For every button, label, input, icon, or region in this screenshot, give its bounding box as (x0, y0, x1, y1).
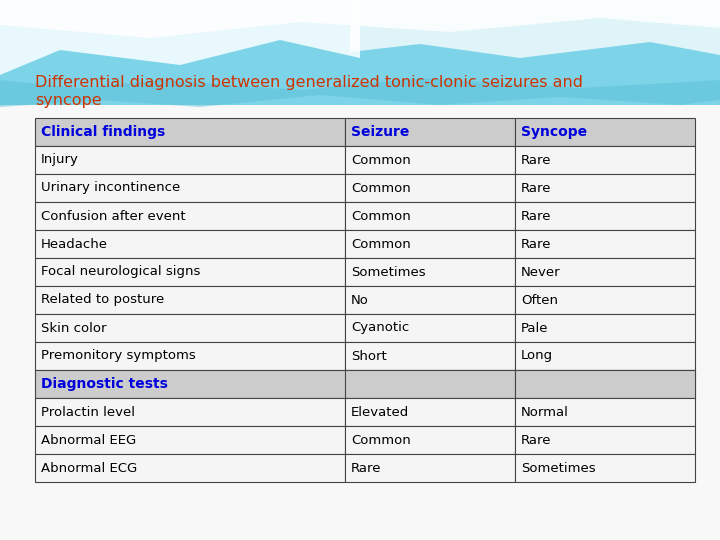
Bar (345, 230, 515, 258)
Text: Rare: Rare (521, 153, 552, 166)
Text: Short: Short (351, 349, 387, 362)
Bar (35, 258, 345, 286)
Text: Common: Common (351, 181, 410, 194)
Bar (515, 146, 695, 174)
Bar (515, 118, 695, 146)
Text: Injury: Injury (41, 153, 79, 166)
Text: Often: Often (521, 294, 558, 307)
Text: Clinical findings: Clinical findings (41, 125, 166, 139)
Bar (515, 202, 695, 230)
Text: Abnormal ECG: Abnormal ECG (41, 462, 138, 475)
Text: Focal neurological signs: Focal neurological signs (41, 266, 200, 279)
Text: Rare: Rare (521, 434, 552, 447)
Text: Long: Long (521, 349, 553, 362)
Text: Normal: Normal (521, 406, 569, 419)
Text: Common: Common (351, 210, 410, 222)
Bar (515, 314, 695, 342)
Text: Rare: Rare (351, 462, 382, 475)
Text: Rare: Rare (521, 181, 552, 194)
Bar (515, 286, 695, 314)
Polygon shape (0, 78, 720, 107)
Bar (0, 105, 720, 540)
Bar (345, 146, 515, 174)
Bar (35, 202, 345, 230)
Bar (35, 370, 695, 398)
Text: Skin color: Skin color (41, 321, 107, 334)
Bar (345, 286, 515, 314)
Text: Diagnostic tests: Diagnostic tests (41, 377, 168, 391)
Bar (345, 258, 515, 286)
Text: Headache: Headache (41, 238, 108, 251)
Text: Never: Never (521, 266, 561, 279)
Text: Cyanotic: Cyanotic (351, 321, 409, 334)
Bar (35, 286, 345, 314)
Text: Syncope: Syncope (521, 125, 587, 139)
Text: Prolactin level: Prolactin level (41, 406, 135, 419)
Text: Premonitory symptoms: Premonitory symptoms (41, 349, 196, 362)
Text: Rare: Rare (521, 238, 552, 251)
Text: Differential diagnosis between generalized tonic-clonic seizures and: Differential diagnosis between generaliz… (35, 76, 583, 91)
Bar (35, 118, 345, 146)
Text: Rare: Rare (521, 210, 552, 222)
Text: Related to posture: Related to posture (41, 294, 164, 307)
Bar (515, 258, 695, 286)
Text: Pale: Pale (521, 321, 549, 334)
Text: No: No (351, 294, 369, 307)
Text: Sometimes: Sometimes (351, 266, 426, 279)
Bar (515, 174, 695, 202)
Bar (35, 342, 345, 370)
Bar (345, 174, 515, 202)
Bar (35, 398, 345, 426)
Bar (35, 454, 345, 482)
Bar (515, 370, 695, 398)
Text: Abnormal EEG: Abnormal EEG (41, 434, 136, 447)
Text: Urinary incontinence: Urinary incontinence (41, 181, 180, 194)
Bar (345, 118, 515, 146)
Bar (345, 202, 515, 230)
Polygon shape (0, 0, 720, 38)
Bar (345, 314, 515, 342)
Text: Seizure: Seizure (351, 125, 410, 139)
Bar (345, 454, 515, 482)
Bar (515, 230, 695, 258)
Bar (35, 174, 345, 202)
Polygon shape (350, 0, 720, 58)
Bar (35, 314, 345, 342)
Bar (345, 398, 515, 426)
Polygon shape (0, 0, 360, 75)
Text: syncope: syncope (35, 92, 102, 107)
Bar (515, 342, 695, 370)
Text: Elevated: Elevated (351, 406, 409, 419)
Bar (35, 146, 345, 174)
Bar (345, 426, 515, 454)
Text: Common: Common (351, 238, 410, 251)
Bar (515, 398, 695, 426)
Text: Sometimes: Sometimes (521, 462, 595, 475)
Bar (515, 454, 695, 482)
Bar (35, 426, 345, 454)
Bar (345, 370, 515, 398)
Text: Confusion after event: Confusion after event (41, 210, 186, 222)
Bar (345, 342, 515, 370)
Bar (515, 426, 695, 454)
Text: Common: Common (351, 434, 410, 447)
Bar (0, 0, 720, 105)
Bar (35, 230, 345, 258)
Text: Common: Common (351, 153, 410, 166)
